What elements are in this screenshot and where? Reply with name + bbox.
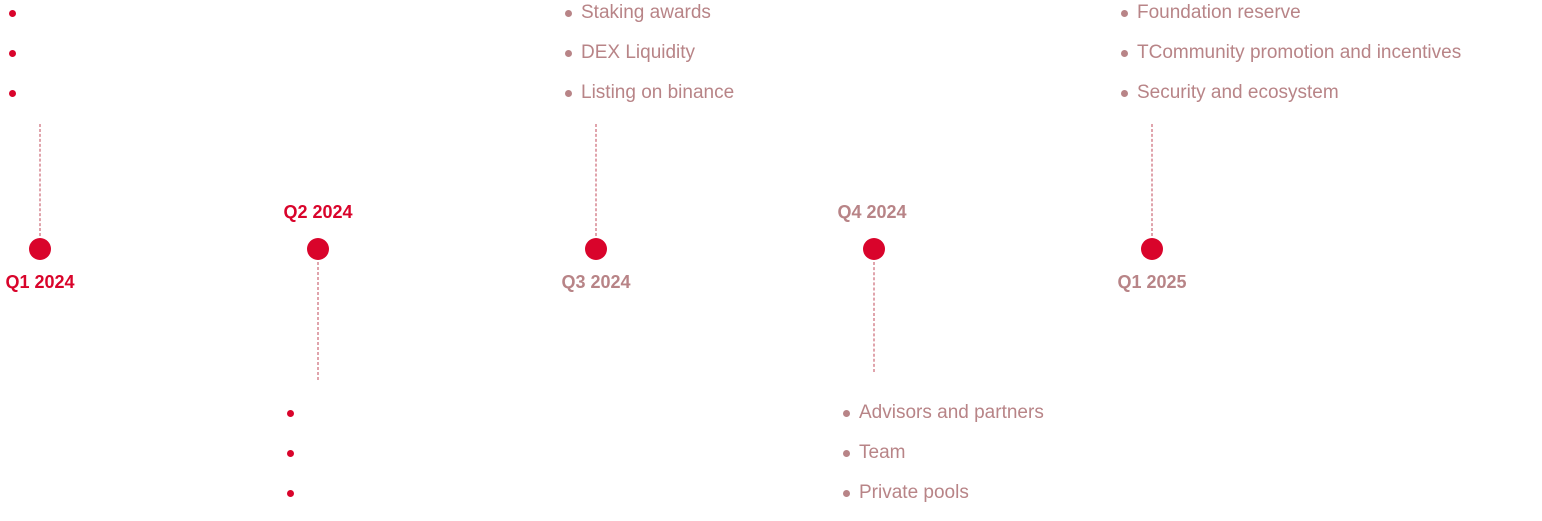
milestone-5-dot <box>1141 238 1163 260</box>
bullet-dot <box>287 490 294 497</box>
milestone-2-dot <box>307 238 329 260</box>
milestone-1-label: Q1 2024 <box>5 272 75 292</box>
milestone-1-items <box>9 1 25 121</box>
bullet-dot <box>287 410 294 417</box>
milestone-1-dot <box>29 238 51 260</box>
milestone-3-item: Staking awards <box>565 1 734 41</box>
milestone-2-connector <box>317 262 319 380</box>
bullet-dot <box>565 50 572 57</box>
milestone-5-items: Foundation reserve TCommunity promotion … <box>1121 1 1461 121</box>
milestone-1-item <box>9 1 25 41</box>
milestone-5-label: Q1 2025 <box>1117 272 1187 292</box>
milestone-1-connector <box>39 124 41 236</box>
milestone-3-dot <box>585 238 607 260</box>
bullet-dot <box>1121 10 1128 17</box>
milestone-5-item: Security and ecosystem <box>1121 81 1461 121</box>
milestone-4-label: Q4 2024 <box>837 202 907 222</box>
milestone-5-item: Foundation reserve <box>1121 1 1461 41</box>
bullet-dot <box>843 410 850 417</box>
bullet-dot <box>843 490 850 497</box>
milestone-4-item: Advisors and partners <box>843 401 1044 441</box>
milestone-2-item <box>287 481 303 521</box>
milestone-2-item <box>287 441 303 481</box>
bullet-dot <box>843 450 850 457</box>
milestone-3-item: Listing on binance <box>565 81 734 121</box>
bullet-dot <box>9 50 16 57</box>
milestone-3-items: Staking awards DEX Liquidity Listing on … <box>565 1 734 121</box>
milestone-4-item: Private pools <box>843 481 1044 521</box>
bullet-dot <box>287 450 294 457</box>
milestone-5-item: TCommunity promotion and incentives <box>1121 41 1461 81</box>
roadmap-timeline: Q1 2024 Q2 2024 Staking awards DEX Liqui… <box>5 1 1461 503</box>
milestone-1-item <box>9 41 25 81</box>
bullet-dot <box>565 90 572 97</box>
bullet-dot <box>1121 90 1128 97</box>
milestone-1-item <box>9 81 25 121</box>
milestone-2-items <box>287 401 303 521</box>
bullet-dot <box>1121 50 1128 57</box>
milestone-2-item <box>287 401 303 441</box>
bullet-dot <box>9 90 16 97</box>
milestone-5-connector <box>1151 124 1153 236</box>
milestone-4-connector <box>873 262 875 372</box>
milestone-4-item: Team <box>843 441 1044 481</box>
bullet-dot <box>565 10 572 17</box>
milestone-3-label: Q3 2024 <box>561 272 631 292</box>
milestone-4-dot <box>863 238 885 260</box>
milestone-3-connector <box>595 124 597 236</box>
milestone-4-items: Advisors and partners Team Private pools <box>843 401 1044 521</box>
bullet-dot <box>9 10 16 17</box>
milestone-2-label: Q2 2024 <box>283 202 353 222</box>
milestone-3-item: DEX Liquidity <box>565 41 734 81</box>
